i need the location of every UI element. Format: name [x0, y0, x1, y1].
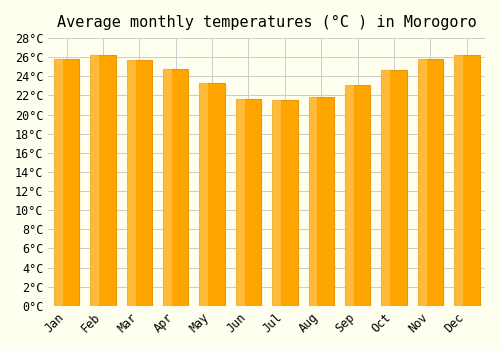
Bar	[418, 59, 443, 306]
Bar	[272, 100, 297, 306]
Bar	[54, 59, 62, 306]
Bar	[454, 55, 479, 306]
Bar	[382, 70, 407, 306]
Bar	[126, 60, 136, 306]
Bar	[418, 59, 426, 306]
Bar	[345, 85, 370, 306]
Bar	[236, 99, 261, 306]
Bar	[163, 69, 172, 306]
Bar	[54, 59, 80, 306]
Bar	[200, 83, 225, 306]
Bar	[382, 70, 390, 306]
Bar	[90, 55, 99, 306]
Bar	[126, 60, 152, 306]
Bar	[236, 99, 244, 306]
Bar	[272, 100, 281, 306]
Bar	[90, 55, 116, 306]
Bar	[454, 55, 463, 306]
Bar	[345, 85, 354, 306]
Bar	[308, 97, 318, 306]
Bar	[163, 69, 188, 306]
Bar	[308, 97, 334, 306]
Bar	[200, 83, 208, 306]
Title: Average monthly temperatures (°C ) in Morogoro: Average monthly temperatures (°C ) in Mo…	[57, 15, 476, 30]
